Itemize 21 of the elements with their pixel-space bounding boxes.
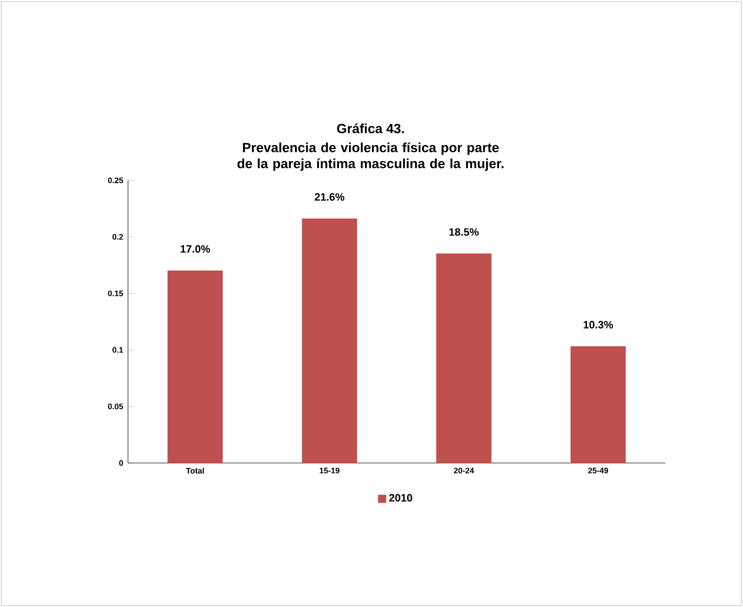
- x-tick-label: 20-24: [454, 468, 474, 474]
- y-tick-label: 0.05: [108, 404, 124, 410]
- legend-label: 2010: [389, 494, 412, 502]
- x-tick-label: 15-19: [320, 468, 340, 474]
- bar: [570, 346, 626, 464]
- chart-title: Gráfica 43.: [337, 123, 404, 134]
- bar: [168, 270, 223, 464]
- chart-subtitle: Prevalencia de violencia física por parte de la pareja íntima masculina de la mujer.: [237, 142, 504, 171]
- y-tick-label: 0: [119, 460, 123, 466]
- y-tick-label: 0.1: [112, 347, 124, 353]
- data-label: 17.0%: [180, 245, 210, 253]
- bar: [436, 254, 492, 464]
- bar: [302, 218, 358, 464]
- y-tick-label: 0.25: [108, 178, 124, 184]
- data-label: 10.3%: [584, 320, 613, 328]
- y-tick-label: 0.2: [112, 234, 123, 240]
- x-tick-label: 25-49: [588, 468, 608, 474]
- y-tick-label: 0.15: [108, 290, 124, 296]
- data-label: 21.6%: [314, 193, 344, 201]
- data-label: 18.5%: [449, 228, 479, 236]
- x-tick-label: Total: [186, 468, 204, 474]
